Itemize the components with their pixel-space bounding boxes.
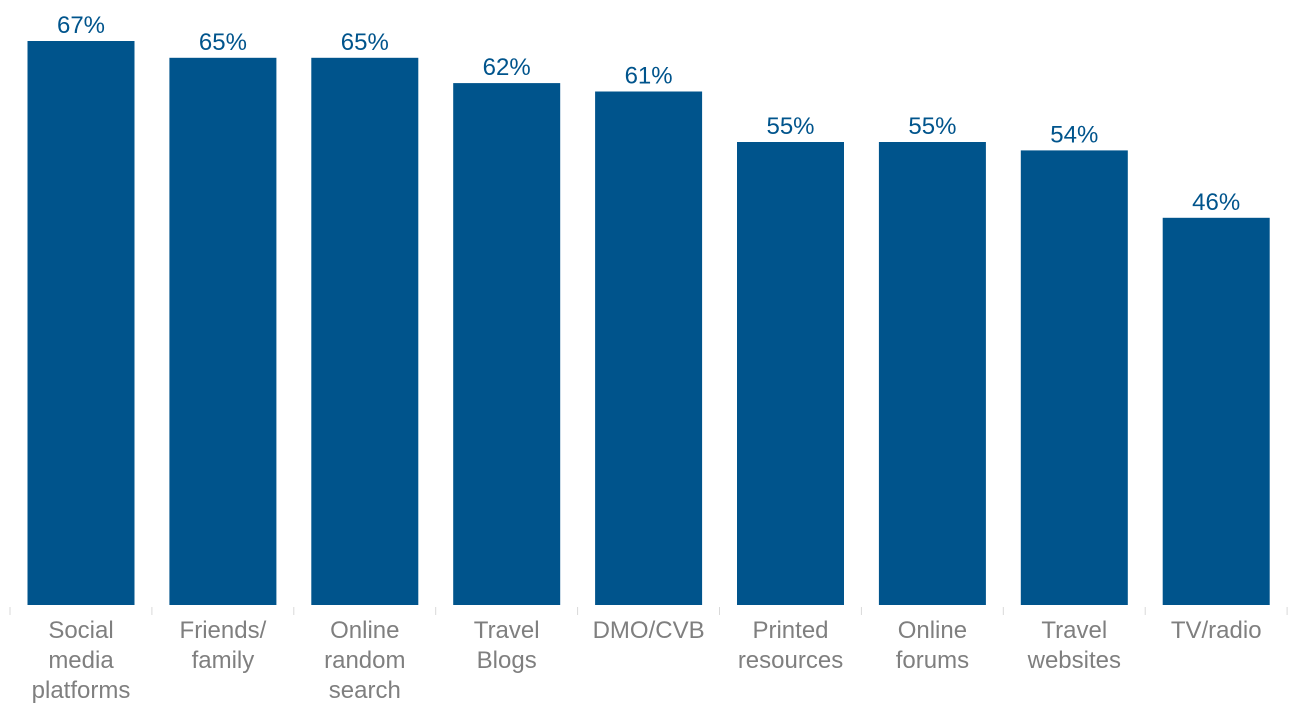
category-label-line: Social (48, 617, 113, 644)
bar (878, 142, 986, 605)
bar (311, 57, 419, 606)
category-label: Online random search (324, 617, 405, 704)
bar (27, 41, 135, 605)
category-label-line: Blogs (477, 647, 537, 674)
category-label: DMO/CVB (593, 617, 705, 644)
bar-value-label: 67% (57, 12, 105, 39)
category-label-line: family (192, 647, 255, 674)
category-label-line: Travel (474, 617, 540, 644)
category-label: Online forums (896, 617, 969, 674)
category-label-line: Friends/ (180, 617, 267, 644)
bar-value-label: 55% (766, 113, 814, 140)
category-label-line: resources (738, 647, 843, 674)
bar (737, 142, 844, 605)
category-label-line: random (324, 647, 405, 674)
bar (169, 57, 277, 606)
bar-value-label: 62% (483, 54, 531, 81)
category-label-line: websites (1027, 647, 1121, 674)
category-label-line: platforms (32, 677, 131, 704)
bar-value-label: 55% (908, 113, 956, 140)
category-label: Travel Blogs (474, 617, 540, 674)
category-label-line: media (48, 647, 114, 674)
category-label-line: DMO/CVB (593, 617, 705, 644)
category-label: TV/radio (1171, 617, 1262, 644)
category-label: Printed resources (738, 617, 843, 674)
bar (453, 83, 561, 606)
category-label-line: search (329, 677, 401, 704)
bar-value-label: 65% (341, 29, 389, 56)
category-label: Social media platforms (32, 617, 131, 704)
bar-value-label: 46% (1192, 189, 1240, 216)
category-label-line: Online (898, 617, 967, 644)
category-label-line: Online (330, 617, 399, 644)
category-label-line: forums (896, 647, 969, 674)
bar (1162, 217, 1270, 606)
category-label-line: Travel (1041, 617, 1107, 644)
bar (595, 91, 703, 605)
bar-value-label: 65% (199, 29, 247, 56)
category-label: Friends/family (180, 617, 267, 674)
category-label: Travel websites (1027, 617, 1121, 674)
bar (1020, 150, 1128, 605)
bar-value-label: 61% (625, 63, 673, 90)
category-label-line: Printed (752, 617, 828, 644)
category-label-line: TV/radio (1171, 617, 1262, 644)
bar-value-label: 54% (1050, 121, 1098, 148)
